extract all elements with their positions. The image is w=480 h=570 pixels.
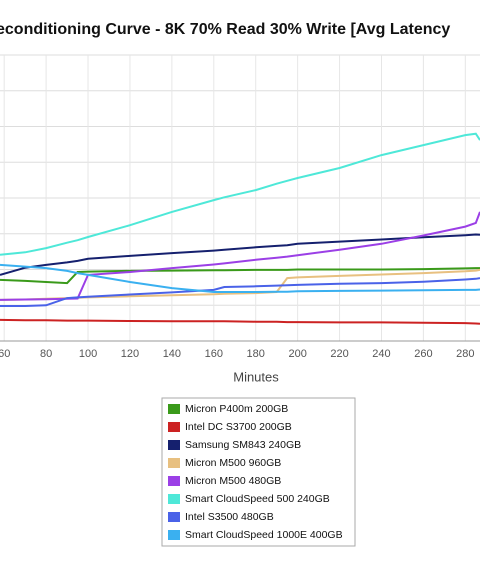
series-line (0, 318, 480, 325)
x-tick-label: 100 (79, 348, 97, 360)
x-tick-label: 180 (247, 348, 265, 360)
legend-swatch (168, 494, 180, 504)
legend-swatch (168, 458, 180, 468)
series-line (0, 267, 480, 285)
x-axis-title: Minutes (233, 369, 279, 384)
x-tick-label: 240 (372, 348, 390, 360)
legend-swatch (168, 530, 180, 540)
x-tick-label: 200 (288, 348, 306, 360)
legend-swatch (168, 422, 180, 432)
series-line (0, 132, 480, 256)
legend-swatch (168, 404, 180, 414)
legend-swatch (168, 476, 180, 486)
x-tick-label: 80 (40, 348, 52, 360)
legend-label: Intel S3500 480GB (185, 511, 274, 523)
x-tick-label: 220 (330, 348, 348, 360)
chart-title: econditioning Curve - 8K 70% Read 30% Wr… (0, 21, 450, 38)
legend-label: Samsung SM843 240GB (185, 439, 301, 451)
x-tick-label: 140 (163, 348, 181, 360)
x-tick-label: 280 (456, 348, 474, 360)
legend-label: Micron M500 480GB (185, 475, 281, 487)
legend-label: Smart CloudSpeed 500 240GB (185, 493, 330, 505)
series-line (0, 277, 480, 307)
x-tick-label: 120 (121, 348, 139, 360)
legend-swatch (168, 512, 180, 522)
series-line (0, 268, 480, 301)
x-tick-label: 260 (414, 348, 432, 360)
legend-label: Micron P400m 200GB (185, 403, 288, 415)
legend-box (161, 397, 356, 547)
series-line (0, 263, 480, 293)
legend-label: Intel DC S3700 200GB (185, 421, 292, 433)
legend-label: Smart CloudSpeed 1000E 400GB (185, 529, 343, 541)
legend-swatch (168, 440, 180, 450)
x-tick-label: 60 (0, 348, 10, 360)
legend-label: Micron M500 960GB (185, 457, 281, 469)
x-tick-label: 160 (205, 348, 223, 360)
